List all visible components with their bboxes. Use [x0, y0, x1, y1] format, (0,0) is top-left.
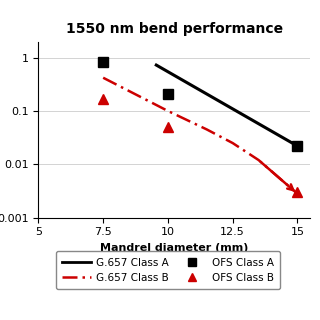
X-axis label: Mandrel diameter (mm): Mandrel diameter (mm): [100, 243, 249, 253]
Legend: G.657 Class A, G.657 Class B, OFS Class A, OFS Class B: G.657 Class A, G.657 Class B, OFS Class …: [56, 251, 280, 290]
Title: 1550 nm bend performance: 1550 nm bend performance: [66, 22, 283, 36]
